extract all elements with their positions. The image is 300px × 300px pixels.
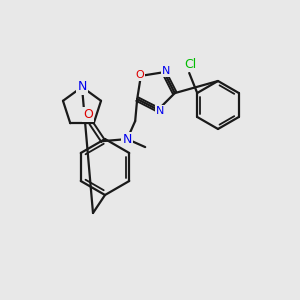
Text: O: O <box>136 70 144 80</box>
Text: N: N <box>122 133 132 146</box>
Text: N: N <box>77 80 87 94</box>
Text: N: N <box>162 66 170 76</box>
Text: Cl: Cl <box>184 58 196 70</box>
Text: N: N <box>156 106 164 116</box>
Text: O: O <box>83 108 93 121</box>
Text: N: N <box>77 80 87 94</box>
